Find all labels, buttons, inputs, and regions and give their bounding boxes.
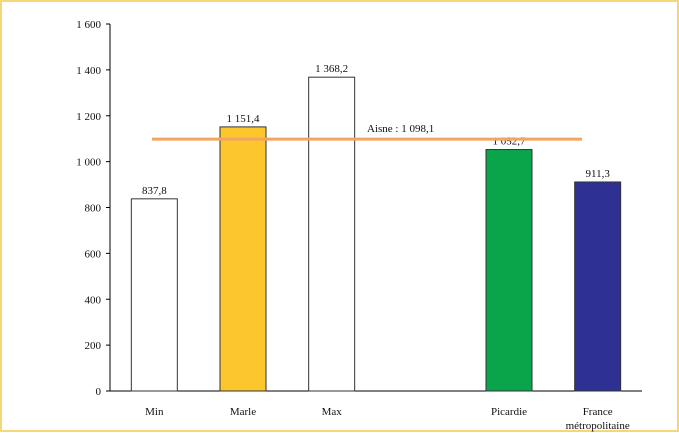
reference-line-label: Aisne : 1 098,1 — [367, 123, 434, 135]
y-tick-label: 600 — [85, 248, 102, 260]
y-tick-label: 200 — [85, 340, 102, 352]
bar-value-label: 1 151,4 — [227, 113, 261, 125]
bar-min — [131, 199, 177, 391]
y-tick-label: 1 400 — [76, 65, 101, 77]
bar-value-label: 911,3 — [585, 168, 610, 180]
y-tick-label: 400 — [85, 294, 102, 306]
bar-value-label: 1 052,7 — [493, 136, 527, 148]
bar-max — [309, 77, 355, 391]
y-tick-label: 800 — [85, 203, 102, 215]
x-category-label: métropolitaine — [566, 420, 630, 432]
y-tick-label: 0 — [96, 386, 102, 398]
bar-marle — [220, 127, 266, 391]
y-tick-label: 1 600 — [76, 19, 101, 31]
x-category-label: Max — [322, 406, 343, 418]
bar-value-label: 1 368,2 — [315, 63, 348, 75]
bar-value-label: 837,8 — [142, 185, 167, 197]
x-category-label: Picardie — [491, 406, 527, 418]
y-tick-label: 1 200 — [76, 111, 101, 123]
x-category-label: France — [583, 406, 613, 418]
x-category-label: Marle — [230, 406, 256, 418]
bar-picardie — [486, 150, 532, 391]
x-category-label: Min — [145, 406, 164, 418]
bar-france-métropolitaine — [575, 182, 621, 391]
y-tick-label: 1 000 — [76, 157, 101, 169]
